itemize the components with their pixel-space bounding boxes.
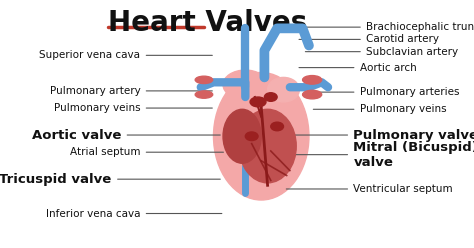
Ellipse shape [268,77,300,102]
Text: Aortic valve: Aortic valve [32,128,121,142]
Text: Heart Valves: Heart Valves [109,9,308,37]
Text: Aortic arch: Aortic arch [360,62,417,73]
Ellipse shape [246,132,258,141]
Ellipse shape [264,93,277,101]
Text: Pulmonary arteries: Pulmonary arteries [360,87,459,97]
Text: Atrial septum: Atrial septum [70,147,140,157]
Ellipse shape [302,76,322,84]
Ellipse shape [302,90,322,99]
Text: Tricuspid valve: Tricuspid valve [0,173,112,186]
Text: Pulmonary veins: Pulmonary veins [54,103,140,113]
Text: Ventricular septum: Ventricular septum [354,184,453,194]
Text: Pulmonary artery: Pulmonary artery [50,86,140,96]
Text: Mitral (Bicuspid)
valve: Mitral (Bicuspid) valve [354,141,474,169]
Text: Pulmonary veins: Pulmonary veins [360,104,447,114]
Ellipse shape [223,109,261,163]
Text: Inferior vena cava: Inferior vena cava [46,209,140,218]
Ellipse shape [239,109,296,183]
Ellipse shape [223,70,268,99]
Text: Superior vena cava: Superior vena cava [39,50,140,60]
Ellipse shape [250,97,266,107]
Text: Brachiocephalic trunk: Brachiocephalic trunk [366,22,474,32]
Ellipse shape [213,72,309,200]
Text: Pulmonary valve: Pulmonary valve [354,128,474,142]
Ellipse shape [195,91,213,98]
Ellipse shape [195,76,213,84]
Ellipse shape [271,122,283,131]
Text: Subclavian artery: Subclavian artery [366,47,458,57]
Text: Carotid artery: Carotid artery [366,34,439,44]
